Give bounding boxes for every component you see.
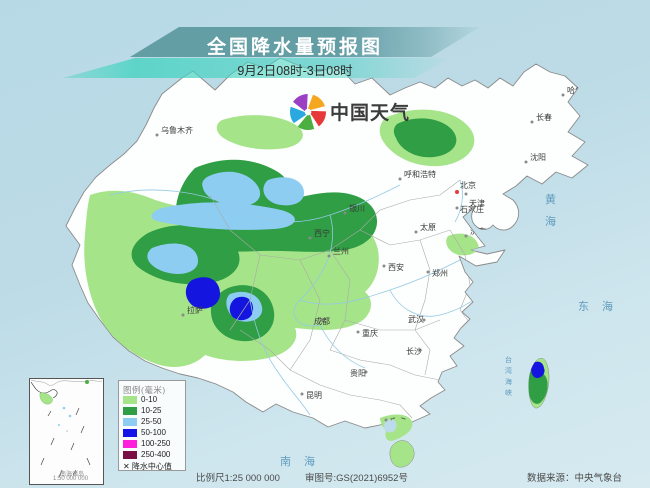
svg-text:北京: 北京	[460, 180, 476, 190]
svg-text:海: 海	[545, 214, 556, 228]
svg-text:贵阳: 贵阳	[350, 368, 366, 378]
svg-text:长春: 长春	[536, 112, 552, 122]
svg-text:广州: 广州	[428, 398, 444, 408]
svg-text:杭州: 杭州	[486, 318, 502, 328]
svg-text:台: 台	[505, 355, 512, 364]
svg-text:重庆: 重庆	[362, 328, 378, 338]
svg-text:东 海: 东 海	[578, 299, 618, 313]
svg-text:拉萨: 拉萨	[187, 305, 203, 315]
svg-text:郑州: 郑州	[432, 268, 448, 278]
svg-text:上海: 上海	[524, 300, 540, 310]
svg-text:呼和浩特: 呼和浩特	[404, 169, 436, 179]
svg-text:湾: 湾	[505, 366, 512, 375]
svg-text:海: 海	[505, 377, 512, 386]
svg-text:南昌: 南昌	[470, 332, 486, 342]
svg-text:西宁: 西宁	[314, 228, 330, 238]
svg-text:香港: 香港	[430, 422, 446, 432]
svg-text:武汉: 武汉	[408, 314, 424, 324]
svg-text:济南: 济南	[470, 226, 486, 236]
svg-text:乌鲁木齐: 乌鲁木齐	[161, 125, 193, 135]
svg-text:兰州: 兰州	[333, 246, 349, 256]
svg-text:澳门: 澳门	[412, 426, 428, 436]
svg-text:合肥: 合肥	[472, 284, 488, 294]
svg-text:成都: 成都	[314, 316, 330, 326]
svg-text:昆明: 昆明	[306, 391, 322, 400]
svg-text:黄: 黄	[545, 192, 556, 206]
svg-text:南京: 南京	[506, 292, 522, 302]
svg-text:南 海: 南 海	[280, 454, 320, 468]
svg-text:峡: 峡	[505, 388, 512, 397]
svg-text:太原: 太原	[420, 222, 436, 232]
svg-text:长沙: 长沙	[406, 346, 422, 356]
svg-text:沈阳: 沈阳	[530, 152, 546, 162]
svg-text:银川: 银川	[349, 203, 365, 213]
svg-text:西安: 西安	[388, 262, 404, 272]
svg-text:哈尔滨: 哈尔滨	[567, 85, 591, 95]
